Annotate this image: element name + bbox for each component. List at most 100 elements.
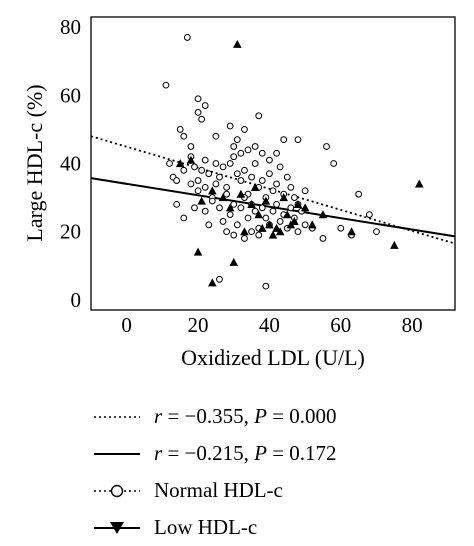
normal-hdl-point xyxy=(176,126,184,133)
normal-hdl-point xyxy=(173,177,181,184)
normal-hdl-point xyxy=(226,160,234,167)
normal-hdl-point xyxy=(241,235,248,242)
normal-hdl-point xyxy=(233,170,241,178)
low-hdl-point xyxy=(197,196,206,205)
normal-hdl-point xyxy=(233,136,241,144)
normal-hdl-point xyxy=(241,126,248,133)
normal-hdl-point xyxy=(283,173,291,181)
low-hdl-point xyxy=(175,159,185,168)
normal-hdl-point xyxy=(226,211,234,219)
normal-hdl-point xyxy=(233,221,241,229)
dotted-line-icon xyxy=(94,415,140,418)
normal-hdl-point xyxy=(276,163,284,171)
open-circle-dotted-icon xyxy=(94,484,140,497)
normal-hdl-point xyxy=(223,228,231,236)
normal-hdl-point xyxy=(262,214,270,222)
normal-hdl-point xyxy=(273,180,280,188)
y-tick-label: 40 xyxy=(60,152,81,176)
normal-hdl-point xyxy=(301,187,309,195)
low-hdl-point xyxy=(268,230,278,239)
low-hdl-point xyxy=(186,155,196,164)
normal-hdl-point xyxy=(173,200,181,208)
x-tick-label: 80 xyxy=(402,313,423,337)
legend-item-low-hdl: Low HDL-c xyxy=(92,509,472,546)
normal-hdl-point xyxy=(180,166,188,174)
normal-hdl-point xyxy=(269,187,277,195)
normal-hdl-point xyxy=(230,153,238,161)
normal-hdl-point xyxy=(230,143,238,150)
normal-hdl-point xyxy=(216,275,223,283)
normal-hdl-point xyxy=(194,177,202,184)
normal-hdl-point xyxy=(248,173,255,181)
normal-hdl-point xyxy=(180,132,188,140)
normal-hdl-point xyxy=(255,112,263,120)
normal-hdl-point xyxy=(201,183,209,191)
y-tick-label: 80 xyxy=(60,15,81,39)
low-hdl-point xyxy=(272,223,281,232)
normal-hdl-point xyxy=(223,183,231,191)
legend-item-solid-fit: r = −0.215, P = 0.172 xyxy=(92,435,472,472)
normal-hdl-point xyxy=(301,221,309,229)
low-hdl-point xyxy=(318,210,328,219)
normal-hdl-point xyxy=(201,156,209,164)
low-hdl-point xyxy=(279,193,289,202)
low-hdl-point xyxy=(229,257,239,266)
normal-hdl-point xyxy=(251,143,259,150)
normal-hdl-point xyxy=(273,200,280,208)
normal-hdl-point xyxy=(337,224,345,232)
normal-hdl-point xyxy=(183,34,191,41)
low-hdl-point xyxy=(293,199,303,208)
low-hdl-point xyxy=(240,227,249,236)
legend: r = −0.355, P = 0.000 r = −0.215, P = 0.… xyxy=(92,398,472,546)
normal-hdl-point xyxy=(219,218,227,225)
low-hdl-point xyxy=(275,227,285,236)
legend-item-normal-hdl: Normal HDL-c xyxy=(92,472,472,509)
normal-hdl-point xyxy=(262,282,270,290)
normal-hdl-point xyxy=(248,228,255,236)
normal-hdl-point xyxy=(201,207,209,215)
normal-hdl-point xyxy=(287,204,295,212)
normal-hdl-point xyxy=(330,160,338,167)
normal-hdl-point xyxy=(198,115,206,123)
normal-hdl-point xyxy=(216,204,223,212)
x-tick-label: 20 xyxy=(188,313,209,337)
normal-hdl-point xyxy=(194,108,202,116)
normal-hdl-point xyxy=(280,136,288,144)
normal-hdl-point xyxy=(212,160,220,167)
points-layer xyxy=(162,34,424,290)
normal-hdl-point xyxy=(166,160,173,167)
normal-hdl-point xyxy=(216,173,223,181)
low-hdl-point xyxy=(236,189,246,198)
y-tick-label: 60 xyxy=(60,83,81,107)
x-tick-label: 40 xyxy=(259,313,280,337)
y-tick-label: 0 xyxy=(71,288,82,312)
normal-hdl-point xyxy=(266,156,273,164)
normal-hdl-point xyxy=(191,163,198,171)
normal-hdl-point xyxy=(194,95,202,103)
normal-hdl-point xyxy=(244,214,252,222)
normal-hdl-point xyxy=(205,170,213,178)
low-hdl-point xyxy=(193,247,203,256)
low-hdl-point xyxy=(233,39,242,48)
low-hdl-point xyxy=(347,227,356,236)
legend-label-low-hdl: Low HDL-c xyxy=(154,515,258,539)
normal-hdl-point xyxy=(373,228,380,236)
normal-hdl-point xyxy=(251,160,259,167)
normal-hdl-point xyxy=(237,204,245,212)
normal-hdl-point xyxy=(191,204,198,212)
normal-hdl-point xyxy=(244,146,252,154)
legend-label-normal-hdl: Normal HDL-c xyxy=(154,478,283,502)
normal-hdl-point xyxy=(258,204,266,212)
normal-hdl-point xyxy=(276,218,284,225)
y-axis-title: Large HDL-c (%) xyxy=(22,84,47,241)
low-hdl-point xyxy=(282,210,292,219)
solid-fit-line xyxy=(90,177,456,238)
scatter-chart: 0 20 40 60 80 0 20 40 60 80 Oxidized LDL (U/L) La… xyxy=(22,15,456,370)
low-hdl-point xyxy=(208,186,217,195)
normal-hdl-point xyxy=(194,187,202,195)
normal-hdl-point xyxy=(269,207,277,215)
normal-hdl-point xyxy=(355,190,363,198)
normal-hdl-point xyxy=(162,81,170,89)
low-hdl-point xyxy=(290,217,299,226)
x-axis-title: Oxidized LDL (U/L) xyxy=(181,345,365,370)
